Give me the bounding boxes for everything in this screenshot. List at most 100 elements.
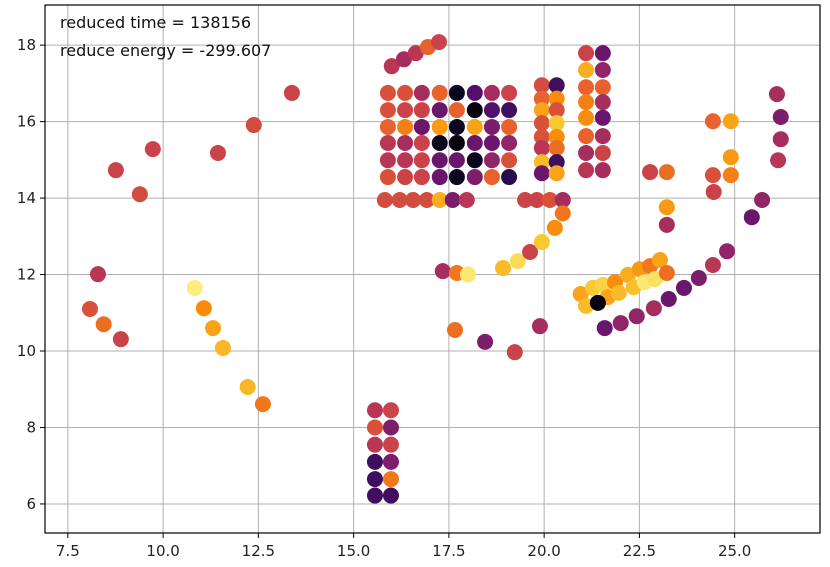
data-point	[548, 90, 565, 107]
y-tick-label: 18	[17, 36, 36, 54]
data-point	[704, 256, 721, 273]
data-point	[382, 436, 399, 453]
annotation-reduced-time: reduced time = 138156	[60, 13, 251, 32]
data-point	[448, 84, 465, 101]
plot-frame	[44, 4, 821, 534]
y-tick-label: 16	[17, 113, 36, 131]
data-point	[704, 167, 721, 184]
data-point	[395, 51, 412, 68]
data-point	[466, 135, 483, 152]
data-point	[533, 234, 550, 251]
data-point	[397, 152, 414, 169]
data-point	[413, 102, 430, 119]
annotation-reduce-energy: reduce energy = -299.607	[60, 41, 271, 60]
data-point	[413, 152, 430, 169]
data-point	[466, 102, 483, 119]
data-point	[619, 266, 636, 283]
data-point	[382, 402, 399, 419]
data-points	[81, 34, 789, 504]
data-point	[376, 191, 393, 208]
data-point	[594, 45, 611, 62]
data-point	[477, 333, 494, 350]
data-point	[397, 102, 414, 119]
data-point	[754, 191, 771, 208]
data-point	[397, 169, 414, 186]
data-point	[254, 396, 271, 413]
x-tick-label: 7.5	[56, 542, 80, 560]
axis-ticks: 7.5 10.0 12.5 15.0 17.5 20.0 22.5 25.0 6 8 10 12 14 1…	[17, 36, 751, 560]
data-point	[594, 162, 611, 179]
y-tick-label: 10	[17, 342, 36, 360]
data-point	[112, 331, 129, 348]
data-point	[594, 144, 611, 161]
data-point	[628, 308, 645, 325]
data-point	[459, 266, 476, 283]
data-point	[548, 77, 565, 94]
data-point	[431, 135, 448, 152]
data-point	[548, 102, 565, 119]
data-point	[397, 84, 414, 101]
data-point	[483, 152, 500, 169]
data-point	[195, 300, 212, 317]
data-point	[131, 186, 148, 203]
data-point	[770, 152, 787, 169]
data-point	[594, 79, 611, 96]
data-point	[645, 300, 662, 317]
data-point	[658, 164, 675, 181]
data-point	[501, 102, 518, 119]
data-point	[594, 128, 611, 145]
data-point	[548, 128, 565, 145]
data-point	[466, 118, 483, 135]
data-point	[483, 169, 500, 186]
data-point	[772, 109, 789, 126]
data-point	[533, 139, 550, 156]
data-point	[379, 102, 396, 119]
data-point	[578, 144, 595, 161]
y-tick-label: 14	[17, 189, 36, 207]
data-point	[444, 191, 461, 208]
data-point	[578, 79, 595, 96]
data-point	[205, 320, 222, 337]
data-point	[610, 284, 627, 301]
data-point	[554, 205, 571, 222]
data-point	[366, 402, 383, 419]
data-point	[483, 135, 500, 152]
data-point	[722, 149, 739, 166]
data-point	[533, 77, 550, 94]
data-point	[397, 118, 414, 135]
data-point	[658, 265, 675, 282]
data-point	[214, 339, 231, 356]
data-point	[366, 487, 383, 504]
data-point	[594, 94, 611, 111]
data-point	[413, 84, 430, 101]
data-point	[466, 152, 483, 169]
data-point	[690, 269, 707, 286]
data-point	[548, 139, 565, 156]
data-point	[704, 113, 721, 130]
data-point	[533, 154, 550, 171]
data-point	[546, 219, 563, 236]
data-point	[642, 164, 659, 181]
data-point	[743, 209, 760, 226]
data-point	[554, 191, 571, 208]
data-point	[522, 243, 539, 260]
data-point	[494, 260, 511, 277]
data-point	[379, 169, 396, 186]
data-point	[466, 84, 483, 101]
data-point	[541, 191, 558, 208]
data-point	[397, 135, 414, 152]
data-point	[533, 115, 550, 132]
data-point	[501, 152, 518, 169]
y-tick-label: 12	[17, 266, 36, 284]
data-point	[533, 102, 550, 119]
data-point	[578, 61, 595, 78]
data-point	[722, 167, 739, 184]
x-tick-label: 17.5	[432, 542, 465, 560]
data-point	[501, 118, 518, 135]
data-point	[548, 154, 565, 171]
data-point	[675, 279, 692, 296]
data-point	[722, 113, 739, 130]
data-point	[448, 135, 465, 152]
data-point	[501, 84, 518, 101]
data-point	[379, 152, 396, 169]
